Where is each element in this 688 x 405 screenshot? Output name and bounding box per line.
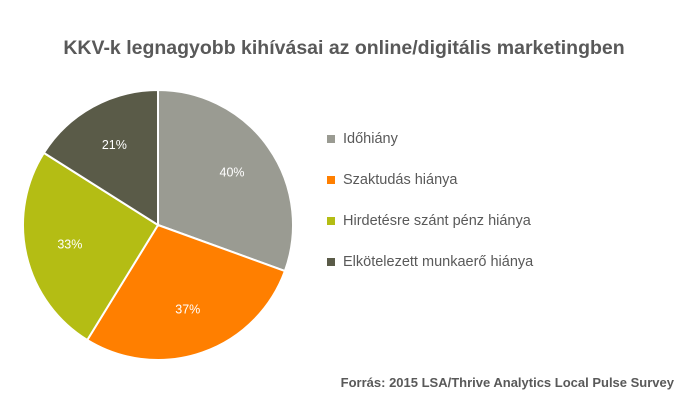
source-note: Forrás: 2015 LSA/Thrive Analytics Local … [340,375,674,390]
chart-title: KKV-k legnagyobb kihívásai az online/dig… [63,37,625,59]
pie-slice-1 [157,88,294,273]
legend-swatch [327,258,335,266]
legend-label: Elkötelezett munkaerő hiánya [343,254,534,270]
slice-value-label: 40% [220,165,245,179]
pie-slice-3 [22,151,160,342]
legend-label: Hirdetésre szánt pénz hiánya [343,213,531,229]
slice-value-label: 21% [102,138,127,152]
pie-slice-2 [85,223,287,361]
legend-item-munkaero: Elkötelezett munkaerő hiánya [327,252,533,272]
legend: Időhiány Szaktudás hiánya Hirdetésre szá… [327,129,533,293]
legend-item-hirdetes: Hirdetésre szánt pénz hiánya [327,211,533,231]
legend-swatch [327,135,335,143]
legend-label: Szaktudás hiánya [343,172,458,188]
slice-value-label: 37% [175,303,200,317]
legend-swatch [327,217,335,225]
legend-item-szaktudas: Szaktudás hiánya [327,170,533,190]
legend-item-idohiany: Időhiány [327,129,533,149]
legend-label: Időhiány [343,131,398,147]
slice-value-label: 33% [57,238,82,252]
pie-slice-4 [42,88,159,227]
legend-swatch [327,176,335,184]
